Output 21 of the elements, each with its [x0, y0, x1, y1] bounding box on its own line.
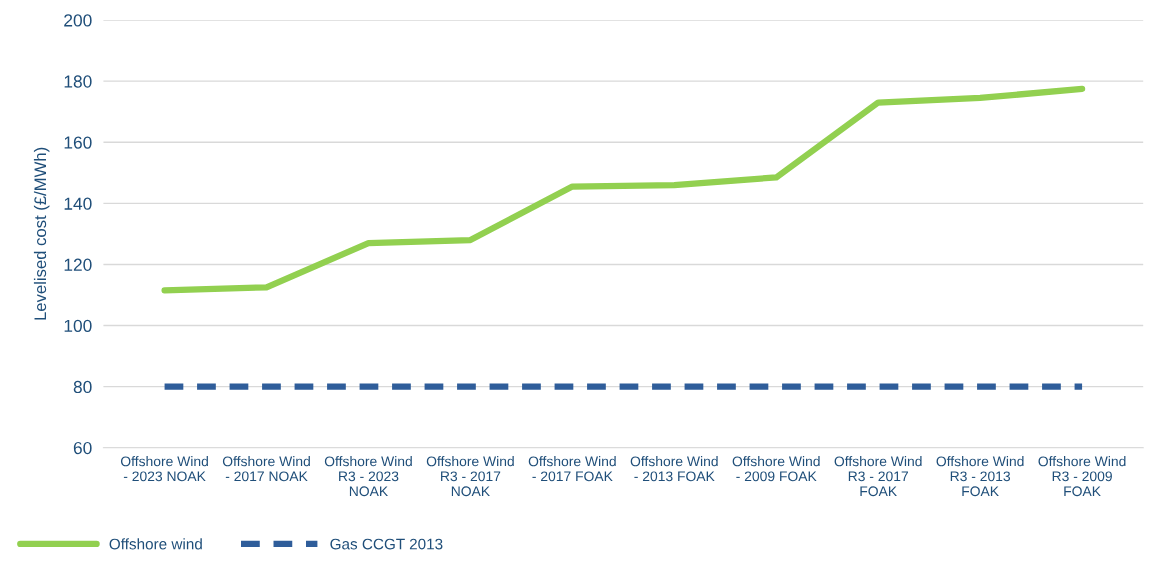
- x-tick-label: Offshore Wind R3 - 2013 FOAK: [936, 456, 1024, 497]
- x-tick-label: Offshore Wind - 2017 NOAK: [222, 456, 310, 482]
- x-tick-label: Offshore Wind - 2009 FOAK: [732, 456, 820, 482]
- x-tick-label: Offshore Wind - 2017 FOAK: [528, 456, 616, 482]
- y-tick-label: 60: [73, 441, 92, 455]
- x-tick-label: Offshore Wind R3 - 2023 NOAK: [324, 456, 412, 497]
- y-tick-label: 160: [64, 136, 92, 149]
- x-tick-label: Offshore Wind R3 - 2017 FOAK: [834, 456, 922, 497]
- y-tick-label: 80: [73, 380, 92, 394]
- y-tick-label: 120: [64, 258, 92, 271]
- x-tick-label: Offshore Wind - 2023 NOAK: [120, 456, 208, 482]
- legend-label: Gas CCGT 2013: [330, 538, 443, 550]
- legend-label: Offshore wind: [109, 538, 202, 550]
- y-tick-label: 200: [64, 14, 92, 27]
- x-tick-label: Offshore Wind - 2013 FOAK: [630, 456, 718, 482]
- y-axis-title: Levelised cost (£/MWh): [33, 147, 50, 320]
- y-tick-label: 140: [64, 197, 92, 210]
- y-tick-label: 100: [64, 319, 92, 332]
- y-tick-label: 180: [64, 75, 92, 88]
- x-tick-label: Offshore Wind R3 - 2017 NOAK: [426, 456, 514, 497]
- x-tick-label: Offshore Wind R3 - 2009 FOAK: [1038, 456, 1126, 497]
